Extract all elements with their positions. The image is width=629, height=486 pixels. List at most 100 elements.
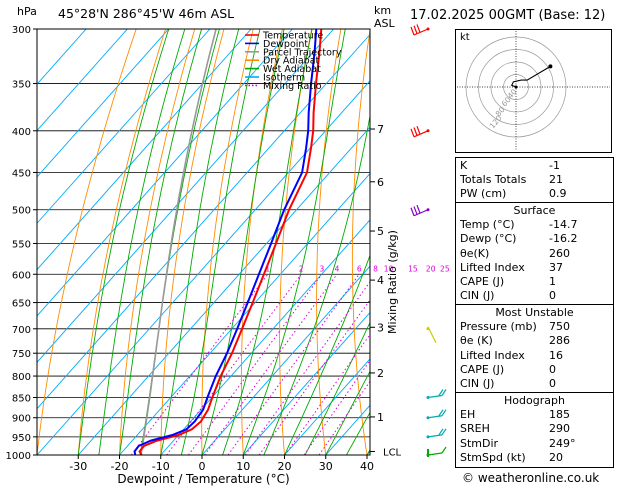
dewpoint-line [133,29,318,455]
km-tick-label: 2 [377,367,384,380]
pressure-tick-label: 900 [12,414,31,425]
mixing-ratio-label: 4 [335,264,340,273]
mixing-ratio-line [188,274,323,455]
legend-label: Temperature [262,31,323,42]
pressure-tick-label: 400 [12,127,31,138]
temperature-line [138,29,323,455]
temp-tick-label: 10 [236,460,250,473]
isotherm [37,29,169,178]
pressure-tick-label: 650 [12,299,31,310]
hodo-row: StmSpd (kt) 20 [460,451,563,464]
km-tick-label: 4 [377,274,384,287]
pressure-tick-label: 600 [12,270,31,281]
hodograph-trace [510,65,551,88]
hodo-unit: kt [460,32,470,43]
temp-tick-label: -20 [111,460,129,473]
pressure-tick-label: 1000 [6,451,31,462]
isotherm [284,358,370,455]
pressure-tick-label: 850 [12,393,31,404]
wet-adiabat [180,29,261,455]
mixing-ratio-line [303,359,370,455]
km-tick-label: 3 [377,321,384,334]
surface-row: Dewp (°C) -16.2 [460,232,578,245]
isotherm [37,29,252,271]
mu-row: CIN (J) 0 [460,377,556,390]
pressure-tick-label: 800 [12,372,31,383]
dry-adiabat [160,29,225,455]
dry-adiabat [240,29,283,455]
hodograph-table-title: Hodograph [504,394,565,407]
most-unstable-title: Most Unstable [495,306,574,319]
parcel-trajectory-line [140,29,217,455]
wind-barb [426,446,447,457]
isotherm [37,33,370,410]
hodograph-origin [514,85,518,89]
copyright: © weatheronline.co.uk [462,471,600,485]
wind-barb [410,24,430,36]
pressure-tick-label: 750 [12,349,31,360]
km-tick-label: 1 [377,411,384,424]
legend-label: Parcel Trajectory [263,47,342,58]
mixing-ratio-label: 2 [299,264,304,273]
plot-frame [36,28,371,456]
pressure-tick-label: 500 [12,206,31,217]
mixing-ratio-axis-title: Mixing Ratio (g/kg) [386,230,399,334]
wet-adiabat [284,254,370,455]
wind-barb [410,125,430,138]
isotherm [37,29,211,224]
km-tick-label: 7 [377,123,384,136]
hpa-label: hPa [17,5,37,18]
mixing-ratio-line [284,333,370,455]
dry-adiabat [279,29,313,455]
legend-label: Wet Adiabat [263,64,321,75]
wet-adiabat [242,29,346,455]
dry-adiabat [351,29,370,455]
surface-row: CIN (J) 0 [460,289,556,302]
km-label: km [374,4,392,17]
location-label: 45°28'N 286°45'W 46m ASL [58,6,235,21]
mixing-ratio-line [258,299,370,455]
hodograph-table-panel: Hodograph EH 185 SREH 290 StmDir 249° StmSp… [455,392,614,468]
mixing-ratio-label: 3 [319,264,324,273]
mixing-ratio-label: 8 [373,264,378,273]
pressure-tick-label: 950 [12,433,31,444]
wet-adiabat [77,29,170,455]
hodo-row: SREH 290 [460,422,570,435]
mixing-ratio-line [318,380,370,455]
legend-label: Isotherm [263,73,305,84]
mu-row: CAPE (J) 0 [460,363,556,376]
most-unstable-panel: Most Unstable Pressure (mb) 750 θe (K) 286… [455,304,614,395]
mixing-ratio-label: 20 [426,264,436,273]
pressure-tick-label: 350 [12,80,31,91]
wet-adiabat [304,321,370,455]
mixing-ratio-label: 25 [440,264,450,273]
indices-panel: K -1 Totals Totals 21 PW (cm) 0.9 [455,157,614,205]
mixing-ratio-label: 10 [384,264,394,273]
surface-panel: Surface Temp (°C) -14.7 Dewp (°C) -16.2 θe… [455,202,614,307]
mu-row: θe (K) 286 [460,334,570,347]
wet-adiabat [222,29,313,455]
temp-tick-label: 20 [278,460,292,473]
pressure-tick-label: 300 [12,25,31,36]
mu-row: Lifted Index 16 [460,349,563,362]
temp-tick-label: 40 [360,460,374,473]
wet-adiabat [98,29,186,455]
km-tick-label: 5 [377,225,384,238]
pressure-tick-label: 550 [12,239,31,250]
wind-barb [426,428,447,439]
pressure-tick-label: 450 [12,168,31,179]
legend-label: Dry Adiabat [263,56,320,67]
surface-row: Temp (°C) -14.7 [460,218,578,231]
wet-adiabat [201,29,285,455]
asl-label: ASL [374,17,395,30]
km-tick-label: 6 [377,176,384,189]
temp-tick-label: 0 [199,460,206,473]
isotherm [37,80,370,455]
datetime-label: 17.02.2025 00GMT (Base: 12) [410,8,606,23]
surface-title: Surface [513,204,556,217]
isotherm [77,126,370,455]
hodo-row: EH 185 [460,408,570,421]
dry-adiabat [119,29,196,455]
